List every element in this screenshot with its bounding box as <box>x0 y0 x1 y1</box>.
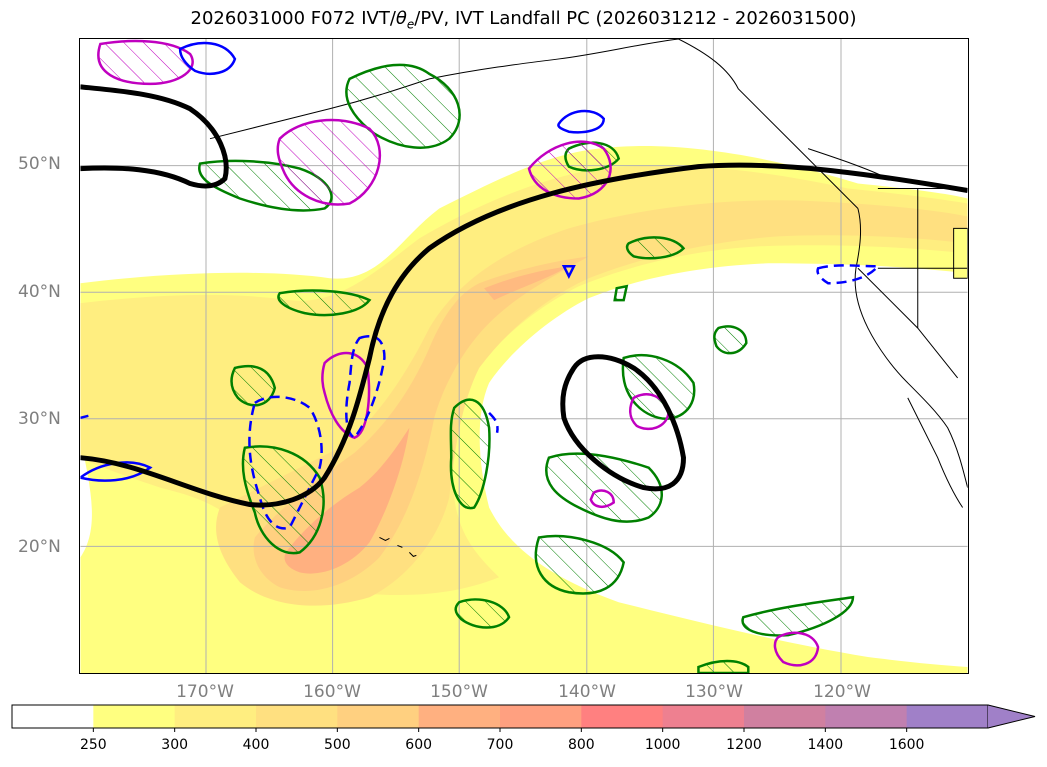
us-states <box>857 188 968 379</box>
lon-label-150w: 150°W <box>430 682 488 702</box>
colorbar-segment <box>581 705 664 728</box>
colorbar-segment <box>906 705 989 728</box>
map-panel <box>79 38 969 674</box>
lon-label-120w: 120°W <box>813 682 871 702</box>
ivt-band-600 <box>284 427 410 574</box>
ivt-band-250-box <box>953 227 968 279</box>
title-theta-subscript: e <box>406 17 415 32</box>
baja-coast <box>907 397 964 508</box>
ivt-filled-contours <box>80 146 968 673</box>
colorbar-segment <box>418 705 501 728</box>
colorbar-tick-label: 400 <box>242 737 270 753</box>
colorbar-tick-label: 500 <box>323 737 351 753</box>
colorbar-segment <box>337 705 420 728</box>
colorbar <box>11 704 1036 732</box>
lat-label-50n: 50°N <box>18 154 61 174</box>
lon-label-130w: 130°W <box>685 682 743 702</box>
colorbar-extend-arrow <box>987 704 1036 729</box>
title-suffix: /PV, IVT Landfall PC (2026031212 - 20260… <box>414 8 857 29</box>
colorbar-segment <box>662 705 745 728</box>
title-prefix: 2026031000 F072 IVT/ <box>190 8 396 29</box>
colorbar-tick-label: 800 <box>567 737 595 753</box>
blue-contours <box>80 41 881 530</box>
colorbar-segment <box>12 705 94 728</box>
colorbar-tick-label: 600 <box>405 737 433 753</box>
gulf-alaska-coast <box>678 39 859 209</box>
colorbar-segment <box>825 705 908 728</box>
map-title: 2026031000 F072 IVT/θe/PV, IVT Landfall … <box>0 8 1047 32</box>
black-contours <box>80 84 968 508</box>
colorbar-segment <box>93 705 176 728</box>
lon-label-140w: 140°W <box>558 682 616 702</box>
colorbar-tick-label: 1600 <box>888 737 925 753</box>
colorbar-tick-label: 1000 <box>644 737 681 753</box>
lon-label-160w: 160°W <box>303 682 361 702</box>
colorbar-segment <box>256 705 338 728</box>
lat-label-40n: 40°N <box>18 282 61 302</box>
colorbar-tick-label: 250 <box>79 737 107 753</box>
hawaii-islands <box>379 536 417 557</box>
lat-label-30n: 30°N <box>18 409 61 429</box>
title-theta: θ <box>395 8 407 29</box>
colorbar-tick-label: 300 <box>161 737 189 753</box>
colorbar-tick-label: 1400 <box>807 737 844 753</box>
lon-label-170w: 170°W <box>176 682 234 702</box>
lat-label-20n: 20°N <box>18 537 61 557</box>
colorbar-segments <box>12 705 989 728</box>
colorbar-segment <box>500 705 582 728</box>
colorbar-segment <box>174 705 257 728</box>
pc-green-contours <box>198 63 855 673</box>
ivt-band-600b <box>484 266 569 301</box>
colorbar-tick-label: 700 <box>486 737 514 753</box>
colorbar-tick-label: 1200 <box>726 737 762 753</box>
colorbar-segment <box>744 705 826 728</box>
